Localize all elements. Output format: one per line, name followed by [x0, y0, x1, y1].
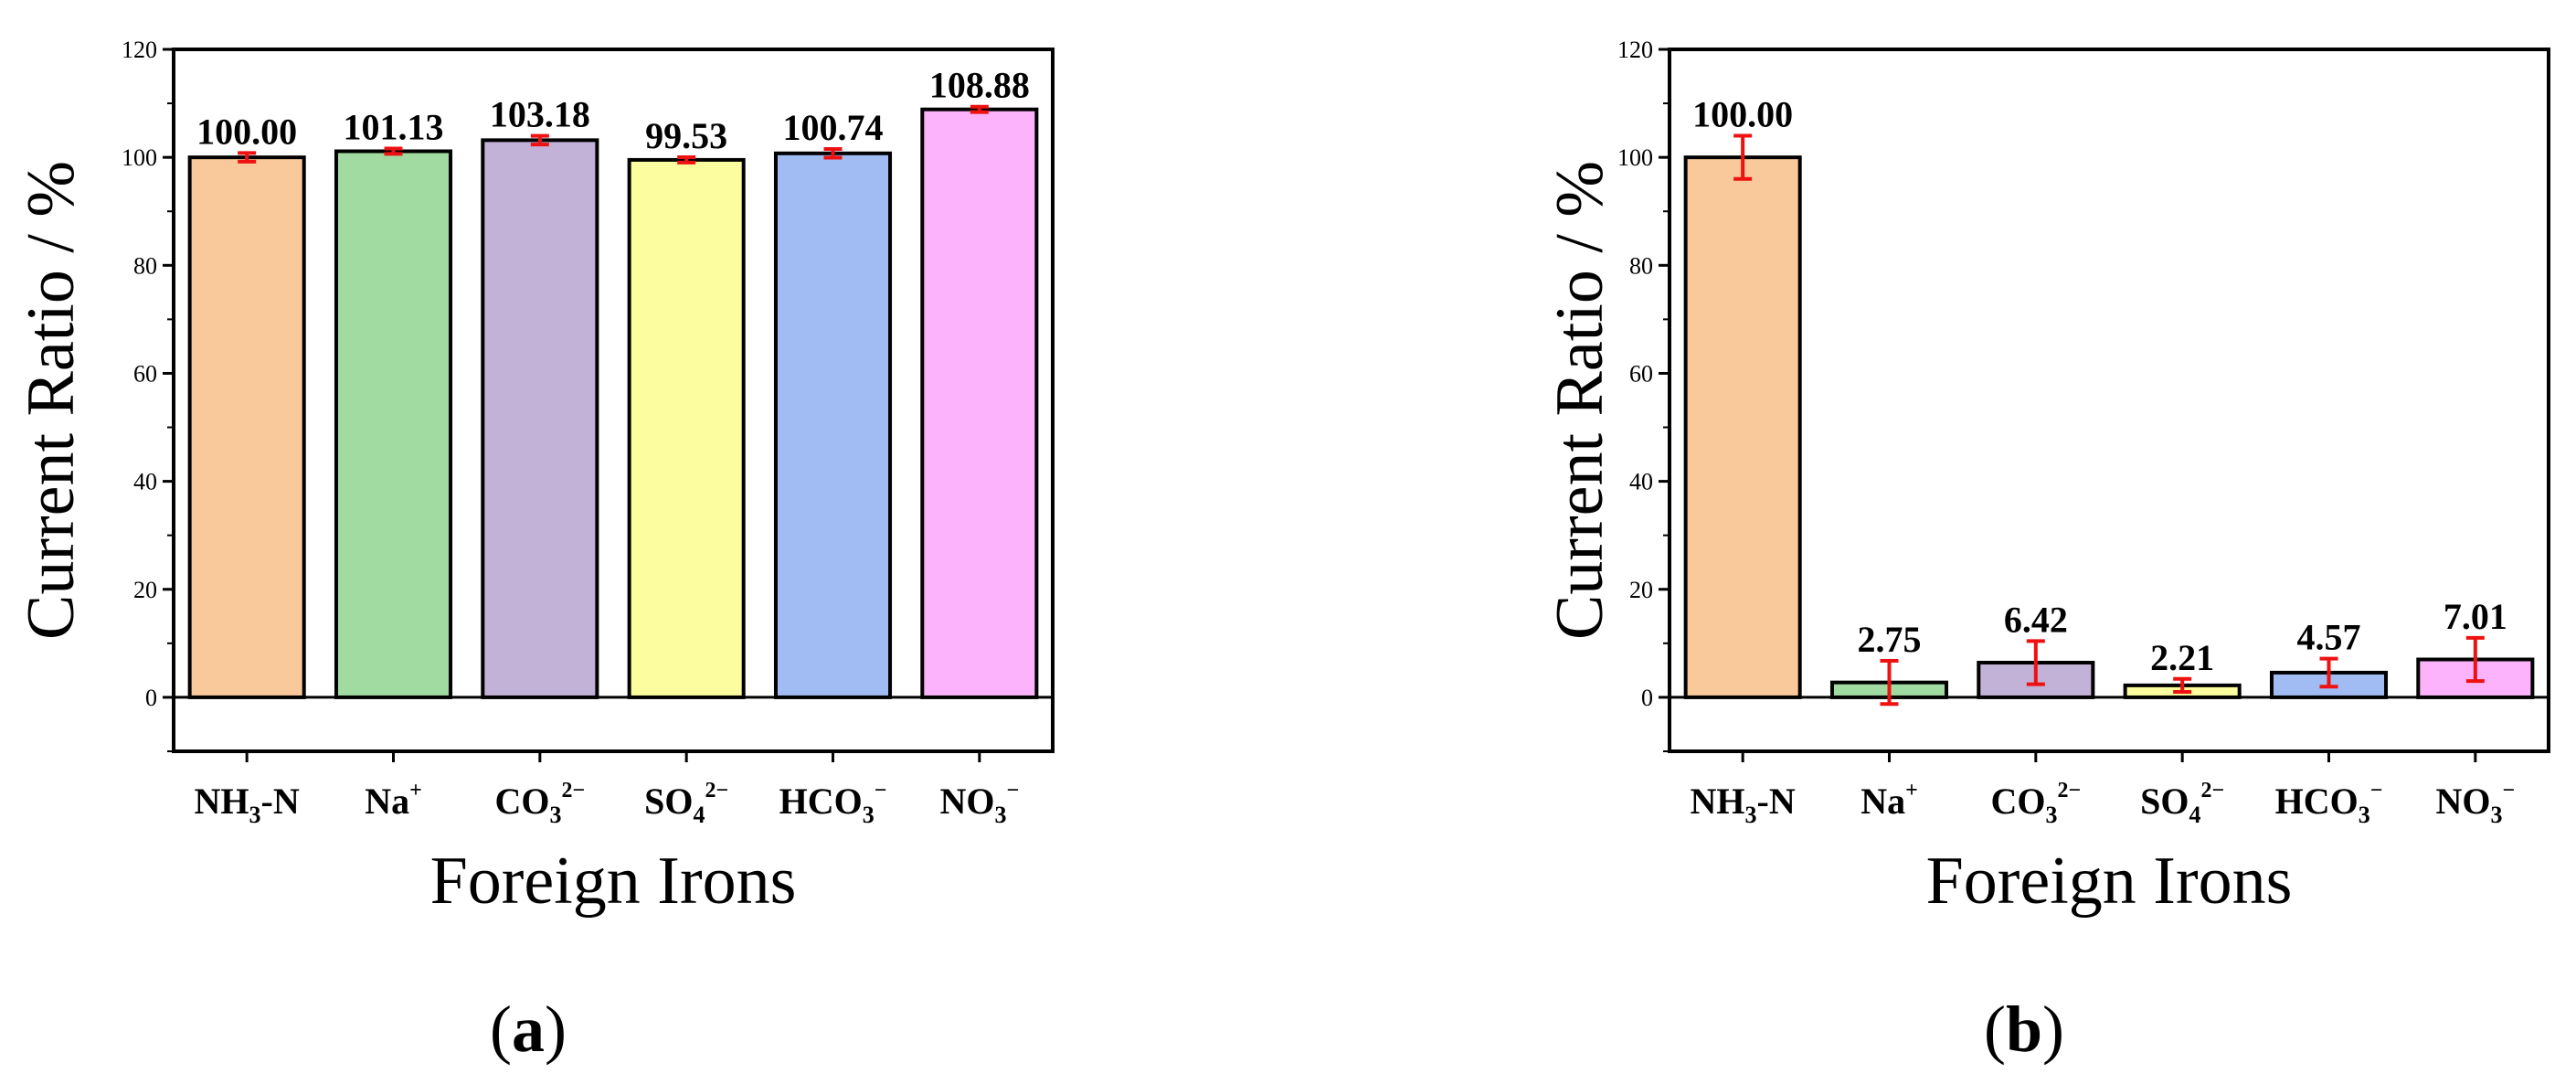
plot-frame [172, 48, 1055, 753]
data-label: 103.18 [490, 94, 590, 135]
category-base: Na [365, 781, 409, 822]
category-subscript: 3 [994, 802, 1006, 828]
category-subscript: 3 [2045, 802, 2057, 828]
data-label: 100.74 [783, 107, 884, 148]
category-superscript: 2− [2057, 779, 2081, 802]
y-tick-label: 120 [1617, 37, 1653, 63]
category-base: NH [195, 781, 249, 822]
category-superscript: − [2502, 779, 2515, 802]
data-label: 6.42 [2004, 599, 2068, 640]
x-tick-label: NO3− [939, 779, 1019, 828]
y-tick-label: 40 [133, 469, 157, 495]
x-tick-label: Na+ [1860, 779, 1918, 822]
x-tick-label: NH3-N [1691, 781, 1796, 828]
panel-label: (a) [490, 993, 567, 1066]
panel-b: 020406080100120100.00NH3-N2.75Na+6.42CO3… [1542, 37, 2550, 1066]
y-tick-label: 120 [122, 37, 157, 63]
bar [1683, 155, 1802, 699]
y-tick-label: 40 [1629, 469, 1653, 495]
y-tick-label: 100 [122, 144, 157, 171]
bar [627, 157, 746, 699]
category-subscript: 3 [1745, 802, 1757, 828]
x-tick-label: NO3− [2435, 779, 2515, 828]
category-base: SO [2140, 781, 2189, 822]
x-tick-label: HCO3− [2275, 779, 2383, 828]
y-tick-label: 60 [1629, 360, 1653, 387]
category-base: HCO [779, 781, 863, 822]
category-superscript: + [409, 779, 422, 802]
y-tick-label: 60 [133, 360, 157, 387]
data-label: 7.01 [2443, 596, 2507, 637]
y-tick-label: 80 [133, 252, 157, 279]
y-tick-label: 0 [1641, 685, 1653, 711]
category-subscript: 3 [2490, 802, 2502, 828]
x-tick-label: SO42− [2140, 779, 2224, 828]
paren-open: ( [490, 993, 512, 1066]
panel-letter: a [512, 993, 545, 1066]
x-tick-label: Na+ [365, 779, 422, 822]
plot-frame [1668, 48, 2550, 753]
category-subscript: 4 [2189, 802, 2201, 828]
y-tick-label: 100 [1617, 144, 1653, 171]
category-base: NO [939, 781, 994, 822]
y-tick-label: 80 [1629, 252, 1653, 279]
category-superscript: − [875, 779, 887, 802]
data-label: 108.88 [929, 65, 1030, 106]
data-label: 4.57 [2297, 617, 2361, 658]
x-tick-label: CO32− [494, 779, 585, 828]
data-label: 101.13 [344, 107, 444, 148]
data-label: 100.00 [1692, 94, 1793, 135]
category-base: HCO [2275, 781, 2359, 822]
category-superscript: 2− [561, 779, 585, 802]
x-tick-label: HCO3− [779, 779, 887, 828]
category-base: CO [494, 781, 549, 822]
category-subscript: 3 [2359, 802, 2370, 828]
x-axis-title: Foreign Irons [430, 844, 797, 919]
bar [773, 151, 893, 699]
category-superscript: 2− [705, 779, 729, 802]
panel-letter: b [2006, 993, 2042, 1066]
category-subscript: 3 [249, 802, 261, 828]
y-axis-title: Current Ratio / % [14, 161, 89, 640]
category-base: Na [1860, 781, 1905, 822]
category-superscript: + [1905, 779, 1918, 802]
bar [920, 107, 1039, 699]
bar [334, 149, 453, 699]
y-tick-label: 20 [1629, 577, 1653, 603]
y-tick-label: 0 [145, 685, 157, 711]
data-label: 99.53 [645, 115, 727, 156]
x-axis-title: Foreign Irons [1926, 844, 2293, 919]
category-rest: -N [1757, 781, 1796, 822]
paren-close: ) [545, 993, 567, 1066]
panel-label: (b) [1984, 993, 2064, 1066]
x-tick-label: NH3-N [195, 781, 300, 828]
y-tick-label: 20 [133, 577, 157, 603]
bar [481, 138, 599, 699]
category-base: CO [1990, 781, 2045, 822]
category-subscript: 3 [863, 802, 875, 828]
paren-open: ( [1984, 993, 2006, 1066]
data-label: 2.21 [2150, 637, 2214, 678]
paren-close: ) [2042, 993, 2064, 1066]
category-rest: -N [261, 781, 300, 822]
category-superscript: − [2370, 779, 2383, 802]
x-tick-label: SO42− [644, 779, 728, 828]
category-subscript: 3 [549, 802, 561, 828]
data-label: 2.75 [1858, 619, 1922, 660]
category-base: SO [644, 781, 693, 822]
bar [187, 155, 306, 699]
data-label: 100.00 [196, 111, 297, 152]
category-subscript: 4 [694, 802, 705, 828]
category-base: NO [2435, 781, 2490, 822]
category-superscript: − [1006, 779, 1019, 802]
category-superscript: 2− [2201, 779, 2225, 802]
category-base: NH [1691, 781, 1745, 822]
panel-a: 020406080100120100.00NH3-N101.13Na+103.1… [14, 37, 1055, 1066]
y-axis-title: Current Ratio / % [1542, 161, 1617, 640]
x-tick-label: CO32− [1990, 779, 2081, 828]
